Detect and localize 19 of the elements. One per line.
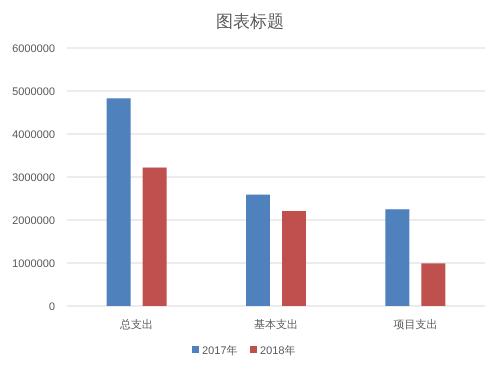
y-tick-label: 2000000 — [12, 215, 55, 227]
y-tick-label: 5000000 — [12, 86, 55, 98]
bar — [421, 263, 446, 306]
bar — [282, 210, 306, 306]
bar — [106, 98, 131, 306]
bar — [246, 194, 270, 306]
bar — [142, 168, 167, 306]
y-tick-label: 1000000 — [12, 258, 55, 270]
y-tick-label: 0 — [48, 301, 55, 313]
y-tick-label: 3000000 — [12, 172, 55, 184]
x-tick-label: 总支出 — [119, 318, 154, 331]
legend-label: 2018年 — [260, 345, 296, 357]
legend-label: 2017年 — [202, 345, 238, 357]
bar — [385, 209, 410, 306]
x-tick-label: 项目支出 — [393, 318, 438, 331]
y-tick-label: 6000000 — [12, 43, 55, 55]
y-tick-label: 4000000 — [12, 129, 55, 141]
x-tick-label: 基本支出 — [254, 318, 298, 331]
chart-title: 图表标题 — [216, 12, 284, 31]
